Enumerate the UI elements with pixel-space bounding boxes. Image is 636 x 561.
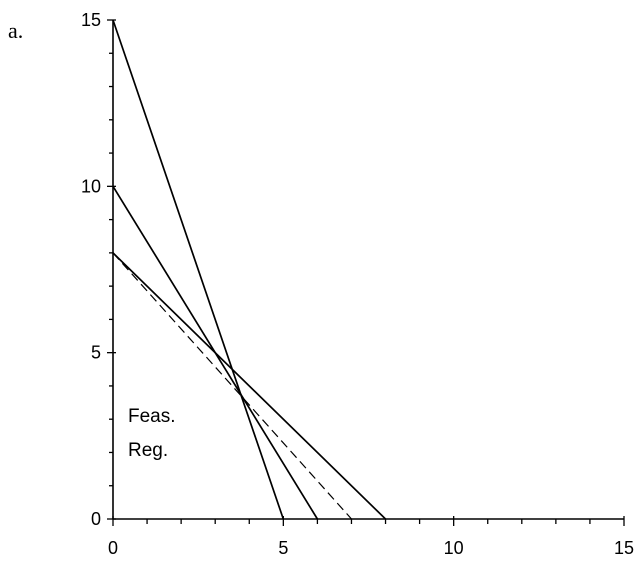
- y-tick-label: 10: [81, 176, 101, 196]
- x-tick-label: 15: [614, 538, 634, 558]
- y-tick-label: 0: [91, 509, 101, 529]
- constraint-line-4: [112, 252, 352, 520]
- x-tick-label: 10: [444, 538, 464, 558]
- annotation-line-1: Feas.: [128, 406, 176, 427]
- constraint-line-3: [112, 252, 387, 520]
- x-tick-label: 0: [108, 538, 118, 558]
- axes: 0 5 10 15 0 5 10 15: [81, 10, 634, 558]
- panel-label: a.: [8, 18, 23, 43]
- constraint-line-1: [112, 19, 285, 520]
- series-layer: [112, 19, 387, 520]
- annotation-line-2: Reg.: [128, 440, 168, 461]
- x-tick-label: 5: [278, 538, 288, 558]
- y-tick-label: 5: [91, 343, 101, 363]
- y-tick-label: 15: [81, 10, 101, 30]
